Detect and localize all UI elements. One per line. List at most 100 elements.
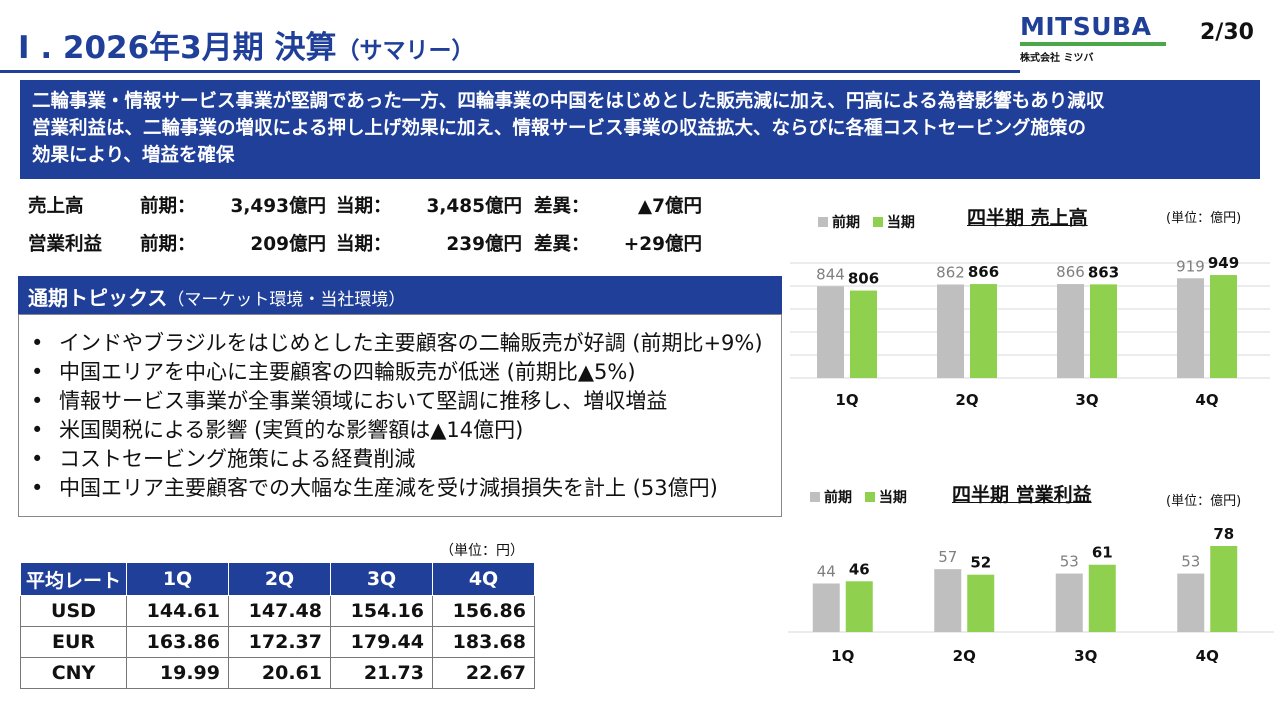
table-header: 平均レート: [20, 562, 127, 596]
summary-line: 効果により、増益を確保: [32, 145, 235, 166]
title-sub: （サマリー）: [336, 38, 475, 64]
category-label: 3Q: [1075, 391, 1098, 409]
data-label: 806: [848, 270, 879, 288]
bar-prev: [817, 286, 844, 378]
table-cell: 183.68: [432, 626, 535, 658]
bar-curr: [1210, 275, 1237, 378]
list-item: 米国関税による影響 (実質的な影響額は▲14億円): [29, 416, 773, 445]
table-cell: 144.61: [126, 595, 229, 627]
prev-value: 3,493億円: [230, 196, 326, 217]
list-item: インドやブラジルをはじめとした主要顧客の二輪販売が好調 (前期比+9%): [29, 329, 773, 358]
curr-label: 当期：: [336, 234, 392, 255]
legend-label: 当期: [886, 215, 915, 231]
topics-note: （マーケット環境・当社環境）: [167, 290, 406, 310]
figure-label: 営業利益: [28, 234, 103, 255]
table-header: 3Q: [330, 562, 433, 596]
table-cell: 147.48: [228, 595, 331, 627]
chart-title-income: 四半期 営業利益: [952, 484, 1092, 506]
summary-banner: 二輪事業・情報サービス事業が堅調であった一方、四輪事業の中国をはじめとした販売減…: [20, 80, 1260, 179]
bar-curr: [1090, 284, 1117, 378]
summary-line: 二輪事業・情報サービス事業が堅調であった一方、四輪事業の中国をはじめとした販売減…: [32, 91, 1105, 112]
legend-swatch-prev: [818, 217, 828, 227]
topics-heading: 通期トピックス（マーケット環境・当社環境）: [18, 276, 782, 314]
curr-value: 239億円: [446, 234, 522, 255]
bar-curr: [970, 284, 997, 378]
table-header: 1Q: [126, 562, 229, 596]
bar-prev: [1177, 278, 1204, 378]
topics-box: インドやブラジルをはじめとした主要顧客の二輪販売が好調 (前期比+9%) 中国エ…: [18, 314, 782, 517]
data-label: 78: [1213, 525, 1234, 543]
table-cell: CNY: [20, 657, 127, 689]
table-cell: 21.73: [330, 657, 433, 689]
table-cell: 172.37: [228, 626, 331, 658]
table-header-row: 平均レート 1Q 2Q 3Q 4Q: [20, 562, 535, 596]
category-label: 1Q: [831, 647, 854, 665]
curr-label: 当期：: [336, 196, 392, 217]
chart-unit-sales: (単位：億円): [1166, 211, 1242, 226]
title-main: I . 2026年3月期 決算: [18, 30, 337, 66]
list-item: 中国エリアを中心に主要顧客の四輪販売が低迷 (前期比▲5%): [29, 358, 773, 387]
category-label: 3Q: [1074, 647, 1097, 665]
table-row: EUR 163.86 172.37 179.44 183.68: [20, 626, 535, 658]
bar-curr: [1088, 564, 1116, 632]
chart-legend-income: 前期 当期: [810, 487, 907, 507]
table-header: 2Q: [228, 562, 331, 596]
curr-value: 3,485億円: [426, 196, 522, 217]
bar-curr: [845, 581, 873, 632]
chart-title-sales: 四半期 売上高: [967, 207, 1088, 229]
bar-curr: [850, 290, 877, 378]
data-label: 866: [968, 263, 999, 281]
legend-swatch-curr: [864, 492, 875, 502]
title-underline: [0, 70, 1020, 73]
data-label: 863: [1088, 263, 1119, 281]
income-bar-chart: 44 46 1Q 57 52 2Q 53 61 3Q 53 78 4Q: [788, 525, 1274, 665]
bar-prev: [812, 583, 840, 632]
data-label: 919: [1176, 257, 1205, 275]
data-label: 844: [816, 265, 845, 283]
legend-label: 前期: [832, 215, 860, 231]
category-label: 1Q: [835, 391, 858, 409]
chart-unit-income: (単位：億円): [1166, 494, 1242, 509]
topics-list: インドやブラジルをはじめとした主要顧客の二輪販売が好調 (前期比+9%) 中国エ…: [29, 329, 773, 503]
bar-prev: [1057, 284, 1084, 378]
chart-legend-sales: 前期 当期: [818, 212, 915, 232]
exchange-rate-table: 平均レート 1Q 2Q 3Q 4Q USD 144.61 147.48 154.…: [20, 562, 535, 689]
list-item: コストセービング施策による経費削減: [29, 445, 773, 474]
page-number: 2/30: [1200, 20, 1254, 45]
table-cell: 20.61: [228, 657, 331, 689]
diff-value: ▲7億円: [637, 196, 702, 217]
legend-swatch-prev: [810, 492, 820, 502]
data-label: 866: [1056, 263, 1085, 281]
legend-label: 前期: [824, 490, 852, 506]
category-label: 4Q: [1196, 647, 1219, 665]
table-cell: 156.86: [432, 595, 535, 627]
diff-label: 差異：: [534, 234, 590, 255]
table-cell: 154.16: [330, 595, 433, 627]
data-label: 53: [1181, 553, 1200, 571]
data-label: 61: [1092, 544, 1113, 562]
diff-label: 差異：: [534, 196, 590, 217]
figure-row-sales: 売上高 前期： 3,493億円 当期： 3,485億円 差異： ▲7億円: [28, 192, 728, 220]
page-title: I . 2026年3月期 決算（サマリー）: [18, 22, 475, 67]
logo-wordmark: MITSUBA: [1020, 12, 1152, 41]
prev-value: 209億円: [250, 234, 326, 255]
table-cell: 163.86: [126, 626, 229, 658]
list-item: 情報サービス事業が全事業領域において堅調に推移し、増収増益: [29, 387, 773, 416]
bar-prev: [937, 284, 964, 378]
bar-curr: [967, 574, 995, 632]
table-cell: USD: [20, 595, 127, 627]
data-label: 862: [936, 263, 965, 281]
table-row: CNY 19.99 20.61 21.73 22.67: [20, 657, 535, 689]
category-label: 2Q: [955, 391, 978, 409]
table-cell: 19.99: [126, 657, 229, 689]
prev-label: 前期：: [140, 234, 196, 255]
bar-prev: [1177, 573, 1205, 632]
data-label: 949: [1208, 254, 1239, 272]
table-cell: 22.67: [432, 657, 535, 689]
table-header: 4Q: [432, 562, 535, 596]
bar-curr: [1210, 546, 1238, 632]
legend-swatch-curr: [872, 217, 883, 227]
table-row: USD 144.61 147.48 154.16 156.86: [20, 595, 535, 627]
list-item: 中国エリア主要顧客での大幅な生産減を受け減損損失を計上 (53億円): [29, 474, 773, 503]
